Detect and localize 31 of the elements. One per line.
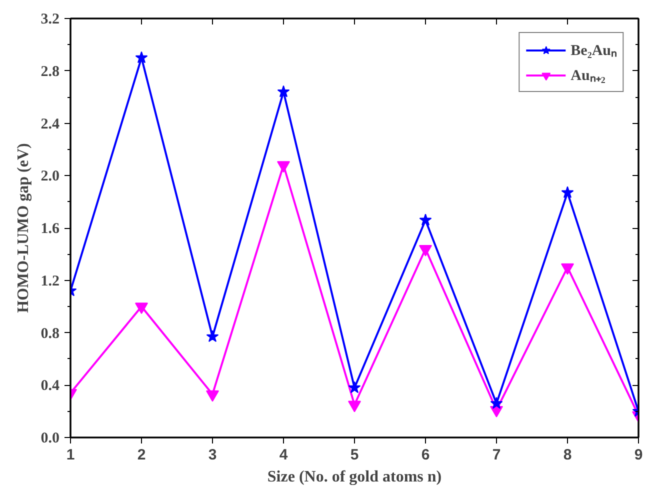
x-tick-label: 3	[208, 446, 217, 464]
y-tick-label: 0.0	[40, 430, 60, 446]
point	[135, 302, 148, 314]
y-axis-title: HOMO-LUMO gap (eV)	[14, 143, 32, 313]
y-tick-label: 0.8	[40, 326, 60, 342]
x-tick-label: 7	[492, 446, 501, 464]
x-tick-label: 2	[137, 446, 146, 464]
y-tick-label: 0.4	[40, 378, 60, 394]
x-tick-label: 5	[350, 446, 359, 464]
point	[561, 263, 574, 275]
x-tick-label: 4	[279, 446, 288, 464]
point	[561, 186, 574, 198]
point	[277, 85, 290, 98]
x-tick-label: 1	[66, 446, 75, 464]
x-tick-label: 9	[634, 446, 643, 464]
x-tick-label: 8	[563, 446, 572, 464]
y-tick-label: 2.4	[40, 116, 60, 132]
point	[419, 214, 432, 226]
y-tick-label: 2.0	[40, 168, 60, 185]
legend-label: Auₙ₊₂	[570, 67, 606, 85]
x-axis-title: Size (No. of gold atoms n)	[267, 468, 442, 486]
point	[135, 51, 148, 64]
y-tick-label: 1.6	[40, 221, 60, 237]
y-tick-label: 2.8	[40, 64, 60, 80]
y-tick-label: 3.2	[40, 12, 60, 28]
x-tick-label: 6	[421, 446, 430, 464]
point	[419, 244, 432, 256]
point	[206, 390, 219, 402]
legend-label: Be₂Auₙ	[570, 42, 617, 60]
y-tick-label: 1.2	[40, 273, 60, 290]
point	[348, 400, 361, 412]
